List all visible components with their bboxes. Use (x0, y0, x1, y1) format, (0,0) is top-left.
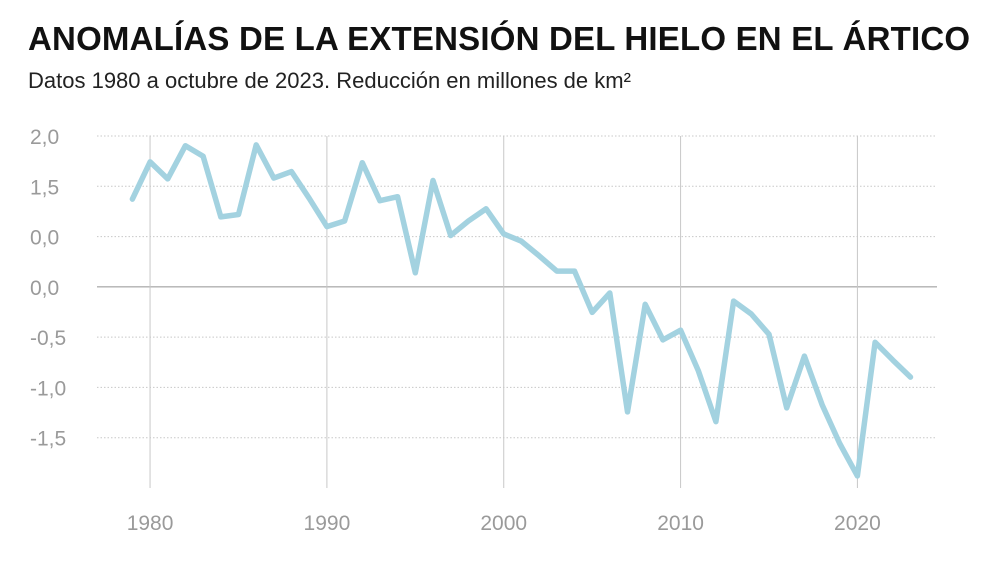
data-point (837, 441, 842, 446)
y-tick-label: -0,5 (30, 327, 66, 350)
data-point (271, 175, 277, 181)
data-point (855, 473, 860, 479)
y-tick-label: -1,5 (30, 428, 66, 451)
data-point (802, 353, 807, 359)
y-tick-label: -1,0 (30, 377, 66, 400)
data-point (643, 302, 648, 307)
data-point (890, 357, 895, 363)
data-point (660, 337, 666, 343)
data-point (147, 159, 153, 165)
chart-title: ANOMALÍAS DE LA EXTENSIÓN DEL HIELO EN E… (28, 20, 971, 57)
x-tick-label: 2010 (657, 512, 704, 535)
data-point (377, 198, 383, 203)
data-point (183, 143, 188, 148)
data-point (519, 238, 524, 244)
series-layer (129, 142, 914, 479)
x-tick-label: 2020 (834, 512, 881, 535)
data-point (766, 332, 772, 337)
y-tick-label: 0,0 (30, 277, 59, 300)
y-tick-label: 2,0 (30, 126, 59, 149)
data-point (307, 196, 312, 201)
data-point (130, 196, 135, 202)
data-point (360, 160, 365, 165)
data-point (501, 231, 506, 237)
grid-layer (97, 135, 937, 488)
data-point (218, 214, 223, 220)
data-point (908, 374, 913, 380)
data-point (625, 409, 630, 415)
data-point (448, 233, 453, 238)
x-tick-label: 1980 (127, 512, 174, 535)
data-point (200, 154, 206, 159)
axis-labels: 2,0 1,5 0,0 0,0 -0,5 -1,0 -1,5 1980 1990 2000 2010… (30, 126, 881, 535)
data-point (554, 268, 559, 274)
data-point (342, 218, 347, 224)
data-point (749, 311, 754, 317)
x-tick-label: 1990 (304, 512, 351, 535)
series-line-0 (129, 142, 914, 479)
data-point (678, 328, 683, 333)
chart-subtitle: Datos 1980 a octubre de 2023. Reducción … (28, 68, 631, 93)
data-point (324, 224, 330, 229)
data-point (784, 405, 789, 411)
data-point (483, 206, 489, 212)
data-point (589, 310, 595, 315)
y-tick-label: 0,0 (30, 227, 59, 250)
data-point (413, 270, 418, 275)
y-tick-label: 1,5 (30, 176, 59, 199)
data-point (289, 169, 294, 174)
x-tick-label: 2000 (480, 512, 527, 535)
data-point (430, 178, 436, 183)
data-point (713, 419, 719, 424)
data-point (819, 402, 825, 407)
data-point (165, 176, 170, 182)
data-point (536, 253, 542, 258)
data-point (872, 340, 878, 345)
data-point (572, 268, 577, 274)
data-point (395, 194, 400, 199)
data-point (731, 298, 736, 304)
data-point (236, 212, 241, 217)
data-point (466, 218, 471, 224)
data-point (607, 290, 613, 296)
data-point (696, 368, 701, 373)
data-point (253, 142, 259, 148)
